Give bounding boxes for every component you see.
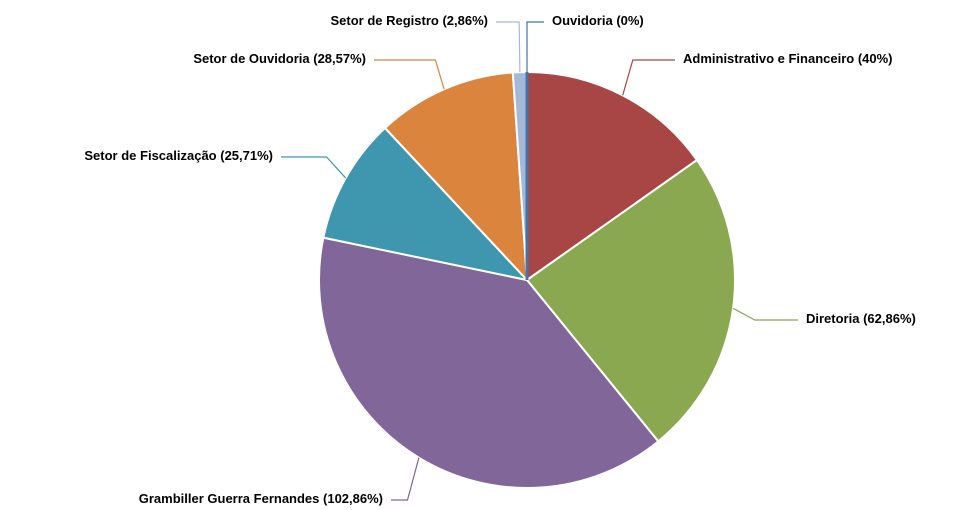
slice-value: (40%) xyxy=(858,51,893,66)
leader-line xyxy=(622,59,675,96)
slice-name: Setor de Ouvidoria xyxy=(193,51,310,66)
slice-value: (25,71%) xyxy=(220,148,273,163)
pie-slice xyxy=(525,158,736,443)
slice-value: (0%) xyxy=(616,13,643,28)
leader-line xyxy=(374,59,445,90)
slice-label: Diretoria (62,86%) xyxy=(806,311,916,326)
slice-name: Grambiller Guerra Fernandes xyxy=(139,491,320,506)
slice-value: (28,57%) xyxy=(313,51,366,66)
leader-line xyxy=(391,457,420,501)
leader-line xyxy=(496,21,521,73)
slice-label: Setor de Ouvidoria (28,57%) xyxy=(193,51,366,66)
slice-value: (62,86%) xyxy=(863,311,916,326)
pie-slice xyxy=(383,71,529,283)
slice-name: Setor de Fiscalização xyxy=(84,148,216,163)
leader-line xyxy=(526,21,544,72)
slice-label: Ouvidoria (0%) xyxy=(552,13,644,28)
slice-name: Setor de Registro xyxy=(330,13,438,28)
pie-slice xyxy=(318,236,660,489)
slice-value: (102,86%) xyxy=(323,491,383,506)
leader-line xyxy=(281,156,347,179)
slice-label: Administrativo e Financeiro (40%) xyxy=(683,51,893,66)
slice-value: (2,86%) xyxy=(442,13,488,28)
leader-line xyxy=(732,307,798,321)
pie-slice xyxy=(526,70,699,282)
slice-label: Grambiller Guerra Fernandes (102,86%) xyxy=(139,491,383,506)
slice-name: Diretoria xyxy=(806,311,860,326)
slice-label: Setor de Registro (2,86%) xyxy=(330,13,488,28)
slice-label: Setor de Fiscalização (25,71%) xyxy=(84,148,273,163)
slice-name: Ouvidoria xyxy=(552,13,613,28)
slice-name: Administrativo e Financeiro xyxy=(683,51,854,66)
pie-slice xyxy=(322,126,530,282)
